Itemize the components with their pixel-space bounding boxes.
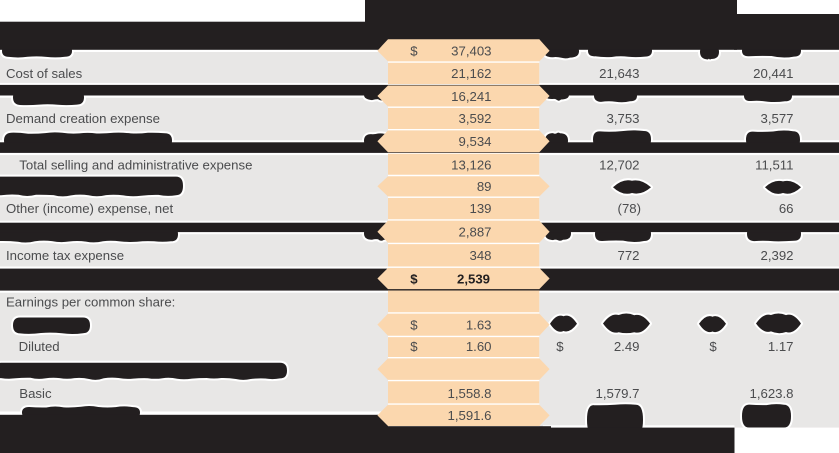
svg-text:3,592: 3,592 — [458, 111, 491, 126]
svg-text:2,539: 2,539 — [457, 272, 490, 287]
svg-text:3,753: 3,753 — [606, 111, 639, 126]
svg-text:21,643: 21,643 — [599, 66, 639, 81]
svg-text:1.63: 1.63 — [466, 318, 492, 333]
svg-text:1.60: 1.60 — [466, 339, 492, 354]
svg-text:1.17: 1.17 — [768, 339, 794, 354]
svg-text:(78): (78) — [618, 201, 641, 216]
svg-text:Demand creation expense: Demand creation expense — [6, 111, 160, 126]
svg-text:11,511: 11,511 — [755, 158, 793, 173]
svg-text:20,441: 20,441 — [753, 66, 793, 81]
svg-text:12,702: 12,702 — [599, 158, 639, 173]
svg-text:2.49: 2.49 — [614, 339, 640, 354]
svg-text:37,403: 37,403 — [451, 44, 491, 59]
svg-text:1,579.7: 1,579.7 — [596, 386, 640, 401]
svg-text:772: 772 — [617, 248, 639, 263]
svg-text:348: 348 — [469, 248, 491, 263]
svg-text:1,591.6: 1,591.6 — [448, 408, 492, 423]
svg-text:13,126: 13,126 — [451, 158, 491, 173]
svg-text:2,392: 2,392 — [760, 248, 793, 263]
svg-text:Cost of sales: Cost of sales — [6, 66, 83, 81]
svg-text:16,241: 16,241 — [451, 89, 491, 104]
svg-text:Income tax expense: Income tax expense — [6, 248, 124, 263]
svg-text:$: $ — [410, 318, 418, 333]
svg-text:Other (income) expense, net: Other (income) expense, net — [6, 201, 173, 216]
svg-text:Total selling and administrati: Total selling and administrative expense — [19, 158, 252, 173]
svg-text:1,558.8: 1,558.8 — [448, 386, 492, 401]
svg-text:66: 66 — [779, 201, 794, 216]
svg-text:$: $ — [410, 339, 418, 354]
svg-text:2,887: 2,887 — [458, 225, 491, 240]
svg-text:9,534: 9,534 — [458, 134, 491, 149]
svg-text:21,162: 21,162 — [451, 66, 491, 81]
svg-text:$: $ — [709, 339, 717, 354]
svg-text:1,623.8: 1,623.8 — [750, 386, 794, 401]
svg-text:$: $ — [410, 44, 418, 59]
svg-text:$: $ — [410, 272, 418, 287]
svg-text:3,577: 3,577 — [760, 111, 793, 126]
svg-text:89: 89 — [477, 179, 492, 194]
svg-text:Earnings per common share:: Earnings per common share: — [6, 295, 175, 310]
svg-text:Diluted: Diluted — [19, 339, 60, 354]
svg-text:Basic: Basic — [19, 386, 52, 401]
svg-text:$: $ — [556, 339, 564, 354]
svg-text:139: 139 — [469, 201, 491, 216]
